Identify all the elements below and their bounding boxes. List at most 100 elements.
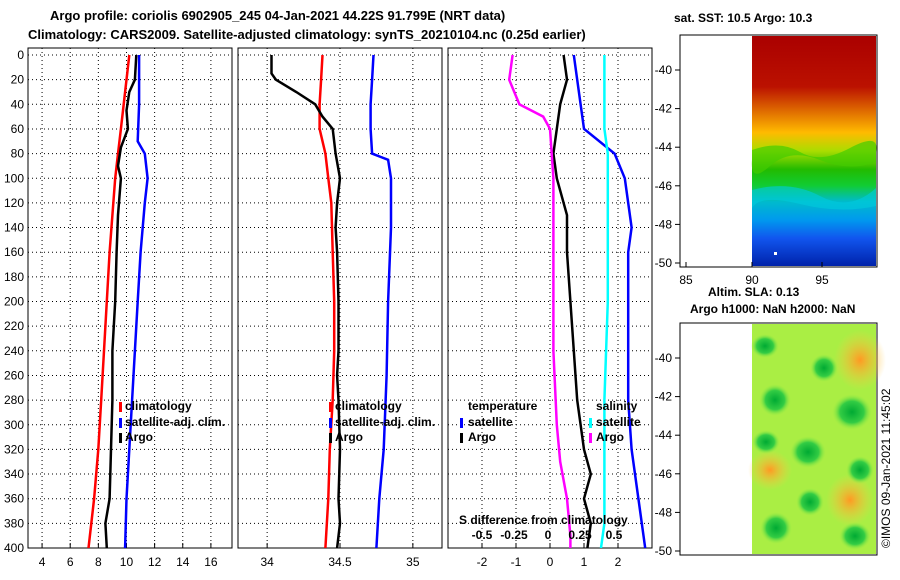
sla-map-image xyxy=(748,324,886,554)
y-tick-label: 220 xyxy=(4,319,24,333)
x-tick-label: 1 xyxy=(581,555,588,569)
sst-y-tick-label: -42 xyxy=(655,102,673,116)
sst-y-tick-label: -48 xyxy=(655,217,673,231)
x-tick-label: 34.5 xyxy=(328,555,352,569)
y-tick-label: 380 xyxy=(4,516,24,530)
s-difference-axis-label: S difference from climatology xyxy=(459,513,628,527)
s-difference-ticks: -0.5 -0.25 0 0.25 0.5 xyxy=(472,528,623,542)
legend-argo-swatch xyxy=(329,433,332,443)
y-tick-label: 320 xyxy=(4,442,24,456)
grid-layer xyxy=(28,48,652,549)
sst-map-title: sat. SST: 10.5 Argo: 10.3 xyxy=(674,11,813,25)
y-tick-label: 60 xyxy=(11,122,25,136)
x-tick-label: 6 xyxy=(67,555,74,569)
series-line-argo xyxy=(104,54,138,548)
x-tick-label: 35 xyxy=(406,555,420,569)
sla-y-tick-label: -42 xyxy=(655,390,673,404)
argo-float-marker xyxy=(774,252,777,255)
legend-satellite-swatch xyxy=(119,418,122,428)
y-tick-label: 260 xyxy=(4,368,24,382)
sla-map-title-2: Argo h1000: NaN h2000: NaN xyxy=(690,302,855,316)
line-layer xyxy=(87,54,647,548)
sla-map-axes: -40 -42 -44 -46 -48 -50 xyxy=(655,351,680,558)
y-tick-label: 240 xyxy=(4,344,24,358)
x-tick-label: 2 xyxy=(615,555,622,569)
y-tick-label: 300 xyxy=(4,418,24,432)
series-line-argo xyxy=(270,55,342,548)
legend-s-argo-swatch xyxy=(589,433,592,443)
sst-y-tick-label: -40 xyxy=(655,63,673,77)
legend-argo-label: Argo xyxy=(125,430,153,444)
s-difference-tick-label: -0.25 xyxy=(500,528,528,542)
x-tick-label: -1 xyxy=(511,555,522,569)
y-tick-label: 20 xyxy=(11,73,25,87)
x-tick-label: 16 xyxy=(204,555,218,569)
legend-temperature-title: temperature xyxy=(468,399,538,413)
series-line-temperature-satellite xyxy=(572,54,647,548)
legend-argo-swatch xyxy=(119,433,122,443)
sst-x-tick-label: 85 xyxy=(679,273,693,287)
sla-y-tick-label: -50 xyxy=(655,544,673,558)
sla-y-tick-label: -40 xyxy=(655,351,673,365)
y-tick-label: 180 xyxy=(4,270,24,284)
x-tick-label: -2 xyxy=(477,555,488,569)
sst-x-tick-label: 90 xyxy=(745,273,759,287)
legend-climatology-label: climatology xyxy=(335,399,402,413)
legend-t-argo-label: Argo xyxy=(468,430,496,444)
s-difference-tick-label: 0.5 xyxy=(606,528,623,542)
legend-t-satellite-label: satellite xyxy=(468,415,513,429)
y-tick-label: 400 xyxy=(4,541,24,555)
x-tick-label: 12 xyxy=(148,555,162,569)
series-line-satellite-adj-clim- xyxy=(369,54,393,548)
s-difference-tick-label: 0 xyxy=(545,528,552,542)
y-tick-label: 200 xyxy=(4,295,24,309)
y-tick-label: 360 xyxy=(4,492,24,506)
y-tick-label: 340 xyxy=(4,467,24,481)
legend-climatology-swatch xyxy=(329,402,332,412)
y-tick-label: 120 xyxy=(4,196,24,210)
legend-t-argo-swatch xyxy=(460,433,463,443)
x-tick-label: 34 xyxy=(260,555,274,569)
y-tick-label: 140 xyxy=(4,221,24,235)
title-line-1: Argo profile: coriolis 6902905_245 04-Ja… xyxy=(50,8,505,23)
legend-s-satellite-label: satellite xyxy=(596,415,641,429)
y-tick-label: 100 xyxy=(4,171,24,185)
sst-front-band xyxy=(751,140,877,174)
title-line-2: Climatology: CARS2009. Satellite-adjuste… xyxy=(28,27,586,42)
sst-map-axes: -40 -42 -44 -46 -48 -50 85 90 95 xyxy=(655,63,829,287)
sst-x-tick-label: 95 xyxy=(815,273,829,287)
sla-y-tick-label: -46 xyxy=(655,467,673,481)
x-tick-label: 4 xyxy=(39,555,46,569)
sst-y-tick-label: -44 xyxy=(655,140,673,154)
series-line-salinity-satellite xyxy=(599,55,610,548)
legend-satellite-swatch xyxy=(329,418,332,428)
legend-temperature-panel: climatology satellite-adj. clim. Argo xyxy=(119,399,225,444)
sla-y-tick-label: -44 xyxy=(655,428,673,442)
sst-cold-band xyxy=(752,186,876,210)
s-difference-tick-label: 0.25 xyxy=(568,528,592,542)
x-tick-label: 10 xyxy=(120,555,134,569)
sst-y-tick-label: -50 xyxy=(655,256,673,270)
series-line-climatology xyxy=(87,54,131,548)
legend-s-satellite-swatch xyxy=(589,418,592,428)
series-line-satellite-adj-clim- xyxy=(123,55,149,548)
sst-y-tick-label: -46 xyxy=(655,179,673,193)
legend-satellite-label: satellite-adj. clim. xyxy=(125,415,225,429)
legend-satellite-label: satellite-adj. clim. xyxy=(335,415,435,429)
legend-climatology-label: climatology xyxy=(125,399,192,413)
y-tick-label: 40 xyxy=(11,97,25,111)
y-tick-label: 280 xyxy=(4,393,24,407)
sla-map-title-1: Altim. SLA: 0.13 xyxy=(708,285,800,299)
y-tick-label: 160 xyxy=(4,245,24,259)
x-tick-label: 14 xyxy=(176,555,190,569)
sla-y-tick-label: -48 xyxy=(655,505,673,519)
series-line-temperature-argo xyxy=(552,54,593,548)
y-tick-label: 80 xyxy=(11,147,25,161)
imos-watermark: ©IMOS 09-Jan-2021 11:45:02 xyxy=(879,388,893,548)
series-line-salinity-argo xyxy=(507,54,572,548)
s-difference-tick-label: -0.5 xyxy=(472,528,493,542)
legend-difference-panel: temperature salinity satellite Argo sate… xyxy=(460,399,641,444)
x-tick-label: 0 xyxy=(547,555,554,569)
legend-argo-label: Argo xyxy=(335,430,363,444)
